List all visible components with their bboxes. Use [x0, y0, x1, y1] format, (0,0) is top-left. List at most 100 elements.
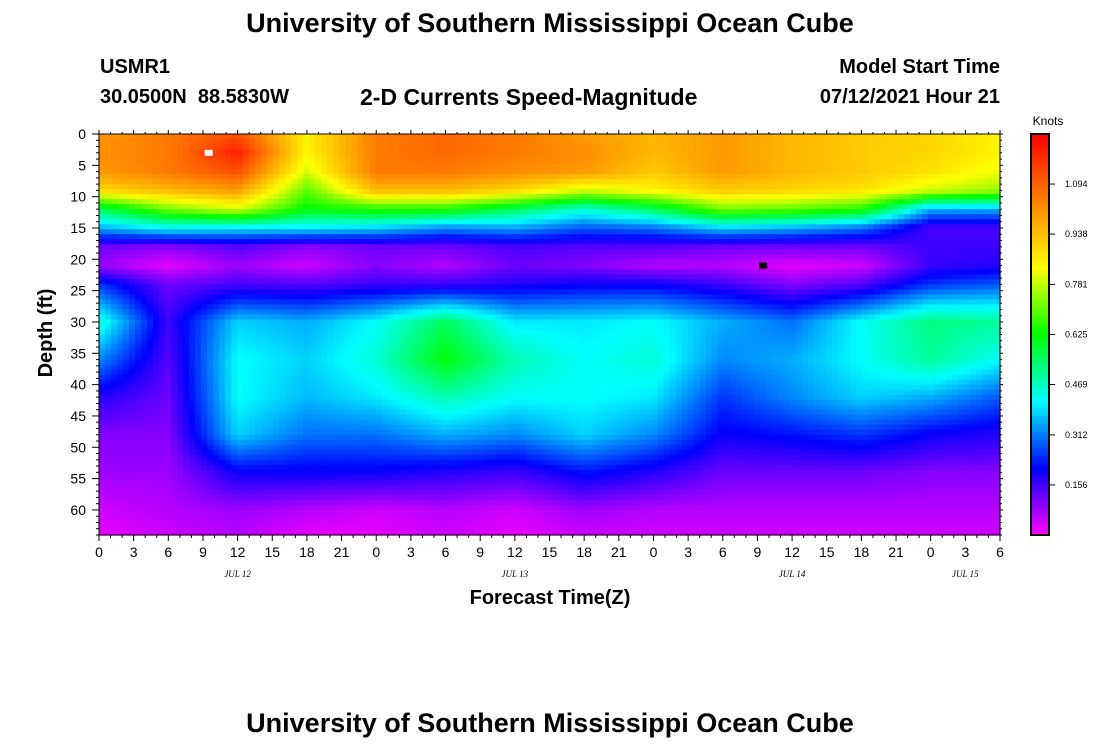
heatmap-cell	[663, 164, 671, 170]
heatmap-cell	[267, 224, 274, 230]
heatmap-cell	[147, 139, 154, 145]
heatmap-cell	[801, 279, 809, 285]
heatmap-cell	[621, 279, 629, 285]
heatmap-cell	[207, 194, 214, 200]
heatmap-cell	[561, 194, 569, 200]
heatmap-cell	[705, 214, 713, 220]
heatmap-cell	[375, 239, 382, 245]
heatmap-cell	[585, 294, 593, 301]
heatmap-cell	[639, 279, 647, 285]
heatmap-cell	[705, 259, 713, 265]
heatmap-cell	[399, 244, 406, 250]
heatmap-cell	[603, 294, 611, 301]
heatmap-cell	[435, 274, 442, 280]
heatmap-cell	[147, 284, 154, 290]
heatmap-cell	[495, 279, 503, 285]
heatmap-cell	[849, 154, 857, 160]
heatmap-cell	[303, 249, 310, 255]
heatmap-cell	[867, 249, 875, 255]
heatmap-cell	[615, 284, 623, 290]
heatmap-cell	[357, 209, 364, 215]
heatmap-cell	[609, 289, 617, 295]
heatmap-cell	[561, 264, 569, 270]
heatmap-cell	[801, 249, 809, 255]
heatmap-cell	[693, 144, 701, 150]
heatmap-cell	[543, 219, 551, 225]
heatmap-cell	[687, 244, 695, 250]
heatmap-cell	[615, 159, 623, 165]
heatmap-cell	[153, 209, 160, 215]
heatmap-cell	[909, 234, 917, 240]
heatmap-cell	[723, 174, 731, 180]
heatmap-cell	[339, 154, 346, 160]
heatmap-cell	[483, 274, 491, 280]
heatmap-cell	[783, 239, 791, 245]
heatmap-cell	[825, 159, 833, 165]
heatmap-cell	[849, 224, 857, 230]
heatmap-cell	[807, 164, 815, 170]
heatmap-cell	[567, 239, 575, 245]
heatmap-cell	[129, 249, 136, 255]
heatmap-cell	[519, 164, 527, 170]
heatmap-cell	[609, 184, 617, 190]
heatmap-cell	[783, 219, 791, 225]
heatmap-cell	[867, 174, 875, 180]
heatmap-cell	[267, 294, 274, 301]
heatmap-cell	[483, 159, 491, 165]
heatmap-cell	[831, 269, 839, 275]
heatmap-cell	[843, 244, 851, 250]
heatmap-cell	[165, 254, 172, 260]
heatmap-cell	[447, 254, 454, 260]
heatmap-cell	[489, 214, 497, 220]
heatmap-cell	[441, 254, 448, 260]
heatmap-cell	[819, 289, 827, 295]
heatmap-cell	[927, 139, 935, 145]
heatmap-cell	[819, 199, 827, 205]
heatmap-cell	[405, 254, 412, 260]
heatmap-cell	[855, 229, 863, 235]
heatmap-cell	[711, 279, 719, 285]
heatmap-cell	[693, 159, 701, 165]
heatmap-cell	[369, 294, 376, 301]
heatmap-cell	[129, 184, 136, 190]
heatmap-cell	[975, 154, 983, 160]
heatmap-cell	[921, 269, 929, 275]
heatmap-cell	[747, 259, 755, 265]
heatmap-cell	[273, 294, 280, 301]
heatmap-cell	[519, 294, 527, 301]
heatmap-cell	[591, 209, 599, 215]
heatmap-cell	[189, 214, 196, 220]
heatmap-cell	[249, 244, 256, 250]
heatmap-cell	[519, 169, 527, 175]
heatmap-cell	[813, 154, 821, 160]
heatmap-cell	[609, 274, 617, 280]
heatmap-cell	[597, 179, 605, 185]
heatmap-cell	[801, 184, 809, 190]
heatmap-cell	[231, 234, 238, 240]
heatmap-cell	[687, 224, 695, 230]
heatmap-cell	[549, 284, 557, 290]
heatmap-cell	[993, 164, 1001, 170]
heatmap-cell	[585, 174, 593, 180]
heatmap-cell	[381, 264, 388, 270]
heatmap-cell	[645, 139, 653, 145]
heatmap-cell	[435, 204, 442, 210]
heatmap-cell	[681, 244, 689, 250]
heatmap-cell	[171, 174, 178, 180]
heatmap-cell	[195, 184, 202, 190]
heatmap-cell	[639, 159, 647, 165]
heatmap-cell	[759, 149, 767, 155]
heatmap-cell	[381, 139, 388, 145]
heatmap-cell	[387, 269, 394, 275]
heatmap-cell	[933, 159, 941, 165]
heatmap-cell	[765, 224, 773, 230]
heatmap-cell	[657, 134, 665, 140]
heatmap-cell	[837, 179, 845, 185]
heatmap-cell	[663, 149, 671, 155]
heatmap-cell	[771, 249, 779, 255]
heatmap-cell	[471, 189, 479, 195]
heatmap-cell	[393, 189, 400, 195]
heatmap-cell	[459, 229, 467, 235]
heatmap-cell	[297, 224, 304, 230]
heatmap-cell	[837, 244, 845, 250]
